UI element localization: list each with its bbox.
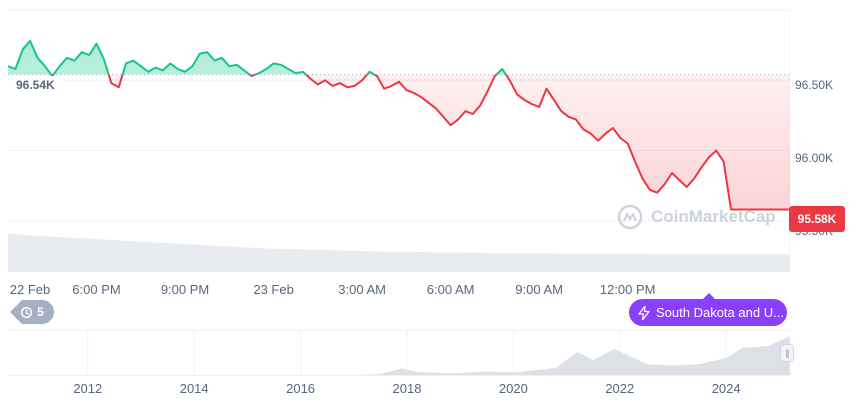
last-price-badge: 95.58K	[789, 206, 845, 232]
price-line-up	[7, 39, 508, 75]
baseline-price-badge: 96.54K	[10, 76, 61, 94]
navigator-tick-label: 2020	[498, 381, 528, 396]
history-count: 5	[37, 305, 44, 319]
lightning-icon	[638, 305, 650, 320]
navigator-tick-label: 2016	[286, 381, 316, 396]
history-icon	[21, 306, 33, 318]
x-tick-label: 6:00 PM	[72, 282, 121, 297]
x-tick-label: 6:00 AM	[426, 282, 475, 297]
navigator-tick-label: 2012	[73, 381, 103, 396]
navigator-tick-label: 2022	[605, 381, 635, 396]
x-tick-label: 23 Feb	[253, 282, 294, 297]
x-tick-label: 12:00 PM	[599, 282, 656, 297]
price-chart[interactable]	[0, 0, 790, 272]
coinmarketcap-logo-icon	[617, 204, 643, 230]
area-above-baseline	[8, 40, 790, 75]
price-line-down	[50, 74, 790, 211]
event-marker-button[interactable]: South Dakota and U...	[629, 293, 787, 326]
y-tick-label: 96.00K	[795, 151, 834, 165]
navigator-tick-label: 2024	[711, 381, 741, 396]
volume-area	[8, 233, 790, 272]
area-below-baseline	[51, 74, 790, 210]
event-label: South Dakota and U...	[656, 305, 784, 320]
y-tick-label: 96.50K	[795, 78, 834, 92]
x-tick-label: 9:00 AM	[515, 282, 564, 297]
x-tick-label: 3:00 AM	[338, 282, 386, 297]
x-tick-label: 9:00 PM	[160, 282, 210, 297]
history-button[interactable]: 5	[10, 300, 54, 324]
navigator-area	[8, 336, 790, 376]
range-handle[interactable]: ||	[780, 344, 794, 362]
navigator-chart[interactable]	[0, 330, 790, 376]
x-tick-label: 22 Feb	[9, 282, 51, 297]
pause-icon: ||	[785, 348, 790, 358]
navigator-tick-label: 2018	[392, 381, 422, 396]
navigator-tick-label: 2014	[179, 381, 209, 396]
watermark-text: CoinMarketCap	[651, 207, 776, 226]
watermark: CoinMarketCap	[617, 204, 776, 230]
